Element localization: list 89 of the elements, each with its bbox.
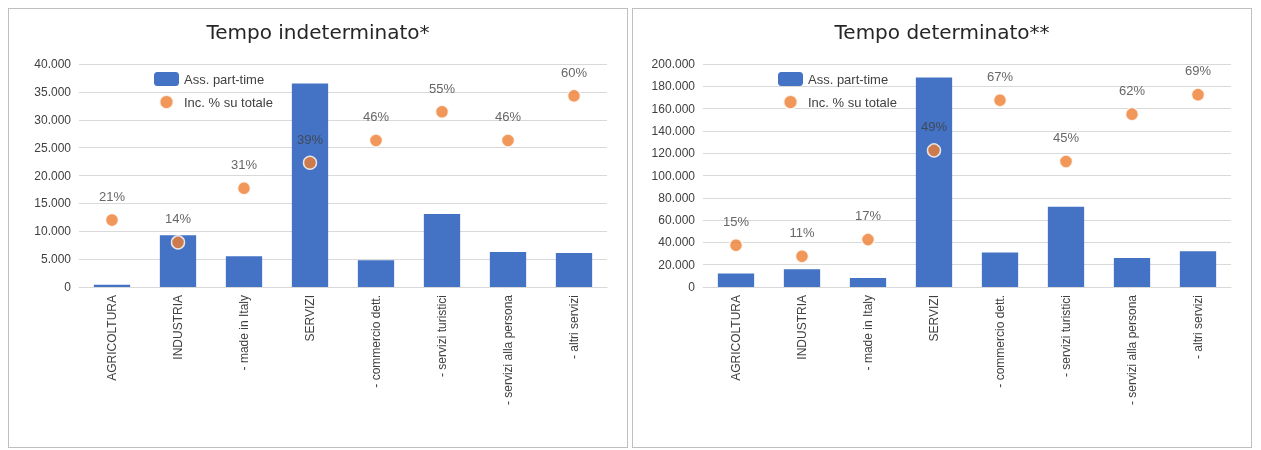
bar — [423, 213, 461, 287]
x-tick-label: SERVIZI — [303, 295, 317, 342]
x-tick-label: - servizi turistici — [435, 295, 449, 378]
bar — [555, 252, 593, 287]
data-label: 55% — [428, 80, 456, 96]
bar — [981, 252, 1019, 287]
x-tick-label: SERVIZI — [927, 295, 941, 342]
bar — [159, 235, 197, 287]
y-tick-label: 40.000 — [658, 235, 696, 250]
legend-label: Ass. part-time — [184, 71, 265, 87]
data-label: 46% — [362, 109, 390, 125]
data-label: 67% — [986, 68, 1014, 84]
y-tick-label: 100.000 — [651, 168, 696, 183]
y-tick-label: 60.000 — [658, 213, 696, 228]
data-label: 31% — [230, 156, 258, 172]
point — [1124, 106, 1140, 122]
y-tick-label: 200.000 — [651, 57, 696, 71]
bar — [849, 278, 887, 287]
x-tick-label: - servizi alla persona — [1125, 294, 1139, 406]
x-tick-label: AGRICOLTURA — [105, 295, 119, 381]
bar — [915, 77, 953, 287]
y-tick-label: 25.000 — [34, 140, 72, 155]
data-label: 15% — [722, 213, 750, 229]
y-tick-label: 20.000 — [34, 168, 72, 183]
bar — [291, 83, 329, 287]
data-label: 17% — [854, 208, 882, 224]
y-tick-label: 140.000 — [651, 123, 696, 138]
point — [170, 235, 186, 250]
x-tick-label: - servizi alla persona — [501, 294, 515, 406]
x-tick-label: - made in Italy — [861, 295, 875, 371]
y-tick-label: 40.000 — [34, 57, 72, 71]
x-tick-label: - made in Italy — [237, 295, 251, 371]
bar — [783, 269, 821, 287]
y-tick-label: 120.000 — [651, 146, 696, 161]
data-label: 11% — [789, 225, 815, 241]
bar — [1047, 206, 1085, 287]
data-label: 49% — [920, 119, 948, 135]
point — [926, 143, 942, 158]
y-tick-label: 30.000 — [34, 112, 72, 127]
point — [302, 155, 318, 170]
legend-label: Inc. % su totale — [184, 94, 273, 110]
y-tick-label: 35.000 — [34, 84, 72, 99]
chart-title: Tempo indeterminato* — [205, 20, 430, 44]
x-tick-label: INDUSTRIA — [171, 295, 185, 360]
point — [500, 133, 516, 148]
bar — [717, 273, 755, 287]
bar — [357, 260, 395, 287]
point — [368, 133, 384, 148]
bar — [1113, 258, 1151, 287]
data-label: 45% — [1052, 130, 1080, 146]
bar — [1179, 251, 1217, 287]
chart-title: Tempo determinato** — [833, 20, 1050, 44]
y-tick-label: 0 — [64, 280, 72, 294]
point — [1058, 154, 1074, 169]
x-tick-label: - altri servizi — [567, 295, 581, 360]
y-tick-label: 5.000 — [40, 252, 72, 267]
y-tick-label: 10.000 — [34, 224, 72, 239]
x-tick-label: - servizi turistici — [1059, 295, 1073, 378]
data-label: 62% — [1118, 82, 1146, 98]
x-tick-label: - commercio dett. — [993, 295, 1007, 388]
x-tick-label: - altri servizi — [1191, 295, 1205, 360]
point — [566, 88, 582, 104]
y-tick-label: 15.000 — [34, 196, 72, 211]
data-label: 21% — [98, 188, 126, 204]
point — [104, 212, 120, 228]
legend-label: Ass. part-time — [808, 71, 889, 87]
point — [728, 237, 744, 253]
data-label: 69% — [1184, 63, 1212, 79]
data-label: 39% — [296, 131, 324, 147]
y-tick-label: 20.000 — [658, 257, 696, 272]
y-tick-label: 80.000 — [658, 190, 696, 205]
data-label: 60% — [560, 64, 588, 80]
point — [860, 232, 876, 247]
bar — [225, 256, 263, 287]
data-label: 46% — [494, 109, 522, 125]
point — [236, 181, 252, 196]
x-tick-label: AGRICOLTURA — [729, 295, 743, 381]
y-tick-label: 160.000 — [651, 101, 696, 116]
bar — [489, 251, 527, 287]
legend-label: Inc. % su totale — [808, 94, 897, 110]
point — [794, 249, 810, 264]
point — [992, 92, 1008, 108]
x-tick-label: - commercio dett. — [369, 295, 383, 388]
point — [434, 104, 450, 120]
data-label: 14% — [164, 211, 192, 227]
x-tick-label: INDUSTRIA — [795, 295, 809, 360]
y-tick-label: 180.000 — [651, 79, 696, 94]
y-tick-label: 0 — [688, 280, 696, 294]
point — [1190, 87, 1206, 102]
